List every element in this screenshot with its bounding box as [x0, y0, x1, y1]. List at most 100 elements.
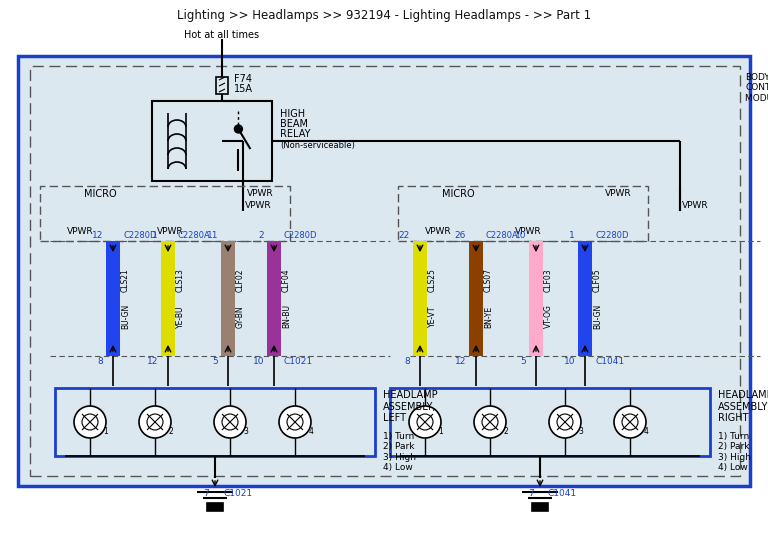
Text: GY-BN: GY-BN [236, 305, 245, 328]
Text: 2: 2 [169, 427, 174, 437]
Text: 1: 1 [104, 427, 108, 437]
Bar [152, 101, 272, 181]
Text: 12: 12 [455, 358, 466, 366]
Text: CLF02: CLF02 [236, 269, 245, 292]
Circle shape [409, 406, 441, 438]
Text: 8: 8 [98, 358, 103, 366]
Bar [532, 503, 548, 511]
Bar [529, 241, 543, 356]
Text: Hot at all times: Hot at all times [184, 30, 260, 40]
Text: 10: 10 [564, 358, 575, 366]
Text: 15A: 15A [234, 84, 253, 94]
Text: C2280A: C2280A [178, 230, 210, 240]
Text: BEAM: BEAM [280, 119, 308, 129]
Text: CLF04: CLF04 [282, 269, 291, 292]
Text: CLS25: CLS25 [428, 268, 437, 293]
Text: 10: 10 [515, 230, 526, 240]
Text: VPWR: VPWR [682, 201, 709, 210]
Text: MICRO: MICRO [84, 189, 116, 199]
Circle shape [279, 406, 311, 438]
Bar [40, 186, 290, 241]
Circle shape [74, 406, 106, 438]
Circle shape [474, 406, 506, 438]
Text: HIGH: HIGH [280, 109, 305, 119]
Text: CLS13: CLS13 [176, 268, 185, 293]
Text: VPWR: VPWR [245, 201, 272, 210]
Bar [413, 241, 427, 356]
Bar [469, 241, 483, 356]
Text: 4: 4 [309, 427, 313, 437]
Text: C1021: C1021 [223, 490, 252, 498]
Text: 10: 10 [253, 358, 264, 366]
Circle shape [234, 125, 243, 133]
Text: VPWR: VPWR [425, 227, 452, 235]
Bar [161, 241, 175, 356]
Circle shape [549, 406, 581, 438]
Bar [390, 388, 710, 456]
Bar [207, 503, 223, 511]
Bar [30, 66, 740, 476]
Text: BN-BU: BN-BU [282, 305, 291, 328]
Text: 4: 4 [644, 427, 648, 437]
Text: 8: 8 [404, 358, 410, 366]
Text: 2: 2 [504, 427, 508, 437]
Circle shape [214, 406, 246, 438]
Text: C2280D: C2280D [284, 230, 317, 240]
Text: BN-YE: BN-YE [484, 306, 493, 327]
Text: 1: 1 [152, 230, 158, 240]
Text: CLF05: CLF05 [593, 269, 602, 292]
Text: 2: 2 [258, 230, 264, 240]
Bar [578, 241, 592, 356]
Text: 1) Turn
2) Park
3) High
4) Low: 1) Turn 2) Park 3) High 4) Low [718, 432, 751, 472]
Text: (Non-serviceable): (Non-serviceable) [280, 141, 355, 150]
Text: YE-BU: YE-BU [176, 305, 185, 328]
Bar [216, 77, 228, 94]
Bar [267, 241, 281, 356]
Text: BU-GN: BU-GN [593, 304, 602, 329]
Text: VPWR: VPWR [247, 189, 273, 199]
Text: Lighting >> Headlamps >> 932194 - Lighting Headlamps - >> Part 1: Lighting >> Headlamps >> 932194 - Lighti… [177, 9, 591, 22]
Text: 7: 7 [528, 490, 534, 498]
Text: CLS07: CLS07 [484, 268, 493, 293]
Bar [398, 186, 648, 241]
Text: CLF03: CLF03 [544, 269, 553, 292]
Bar [18, 56, 750, 486]
Circle shape [139, 406, 171, 438]
Text: C1041: C1041 [595, 358, 624, 366]
Text: 3: 3 [578, 427, 584, 437]
Text: C1041: C1041 [548, 490, 577, 498]
Text: VT-OG: VT-OG [544, 305, 553, 328]
Text: 22: 22 [399, 230, 410, 240]
Text: 1) Turn
2) Park
3) High
4) Low: 1) Turn 2) Park 3) High 4) Low [383, 432, 416, 472]
Text: 1: 1 [439, 427, 443, 437]
Bar [55, 388, 375, 456]
Text: YE-VT: YE-VT [428, 306, 437, 327]
Text: HEADLAMP
ASSEMBLY,
LEFT: HEADLAMP ASSEMBLY, LEFT [383, 390, 438, 423]
Text: 5: 5 [520, 358, 526, 366]
Text: 1: 1 [569, 230, 575, 240]
Text: VPWR: VPWR [604, 189, 631, 199]
Text: F74: F74 [234, 74, 252, 84]
Text: BODY
CONTROL
MODULE (BCM): BODY CONTROL MODULE (BCM) [745, 73, 768, 103]
Text: VPWR: VPWR [515, 227, 541, 235]
Text: CLS21: CLS21 [121, 269, 130, 292]
Text: C2280A: C2280A [486, 230, 518, 240]
Text: 7: 7 [204, 490, 209, 498]
Text: 12: 12 [91, 230, 103, 240]
Circle shape [614, 406, 646, 438]
Bar [106, 241, 120, 356]
Text: VPWR: VPWR [157, 227, 184, 235]
Text: C2280D: C2280D [123, 230, 157, 240]
Text: RELAY: RELAY [280, 129, 310, 139]
Text: BU-GN: BU-GN [121, 304, 130, 329]
Text: 12: 12 [147, 358, 158, 366]
Text: MICRO: MICRO [442, 189, 475, 199]
Text: HEADLAMP
ASSEMBLY,
RIGHT: HEADLAMP ASSEMBLY, RIGHT [718, 390, 768, 423]
Text: C1021: C1021 [284, 358, 313, 366]
Text: 11: 11 [207, 230, 218, 240]
Text: C2280D: C2280D [595, 230, 628, 240]
Bar [221, 241, 235, 356]
Text: VPWR: VPWR [67, 227, 94, 235]
Text: 26: 26 [455, 230, 466, 240]
Text: 5: 5 [212, 358, 218, 366]
